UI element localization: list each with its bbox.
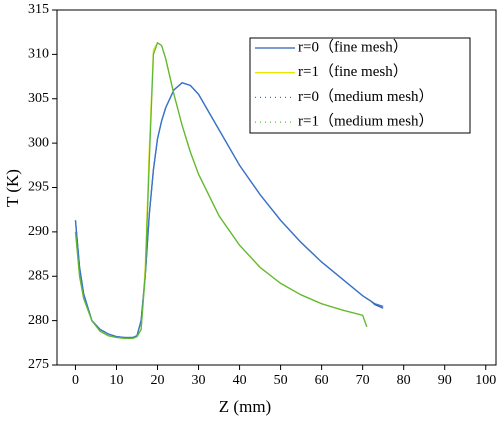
y-tick-label: 295 [28,180,49,195]
y-tick-label: 290 [28,224,49,239]
y-axis-label: T (K) [3,169,22,207]
legend-label: r=1（medium mesh） [298,113,434,130]
x-tick-label: 80 [397,373,411,388]
series-line [74,41,368,340]
y-tick-label: 280 [28,313,49,328]
y-tick-label: 315 [28,2,49,17]
legend-label: r=1（fine mesh） [298,63,408,80]
y-tick-label: 300 [28,135,49,150]
x-tick-label: 60 [315,373,329,388]
y-tick-label: 305 [28,91,49,106]
x-tick-label: 70 [356,373,370,388]
y-tick-label: 285 [28,268,49,283]
series-line [74,82,384,339]
x-tick-label: 10 [109,373,123,388]
y-tick-label: 310 [28,47,49,62]
legend-label: r=0（medium mesh） [298,88,434,105]
x-tick-label: 20 [151,373,165,388]
legend-box [249,37,471,134]
legend-label: r=0（fine mesh） [298,38,408,55]
y-tick-label: 275 [28,357,49,372]
x-tick-label: 0 [72,373,79,388]
plot-frame [56,9,497,366]
x-tick-label: 40 [233,373,247,388]
x-tick-label: 90 [438,373,452,388]
x-axis-label: Z (mm) [219,397,271,416]
x-tick-label: 100 [475,373,496,388]
x-tick-label: 30 [192,373,206,388]
x-tick-label: 50 [274,373,288,388]
